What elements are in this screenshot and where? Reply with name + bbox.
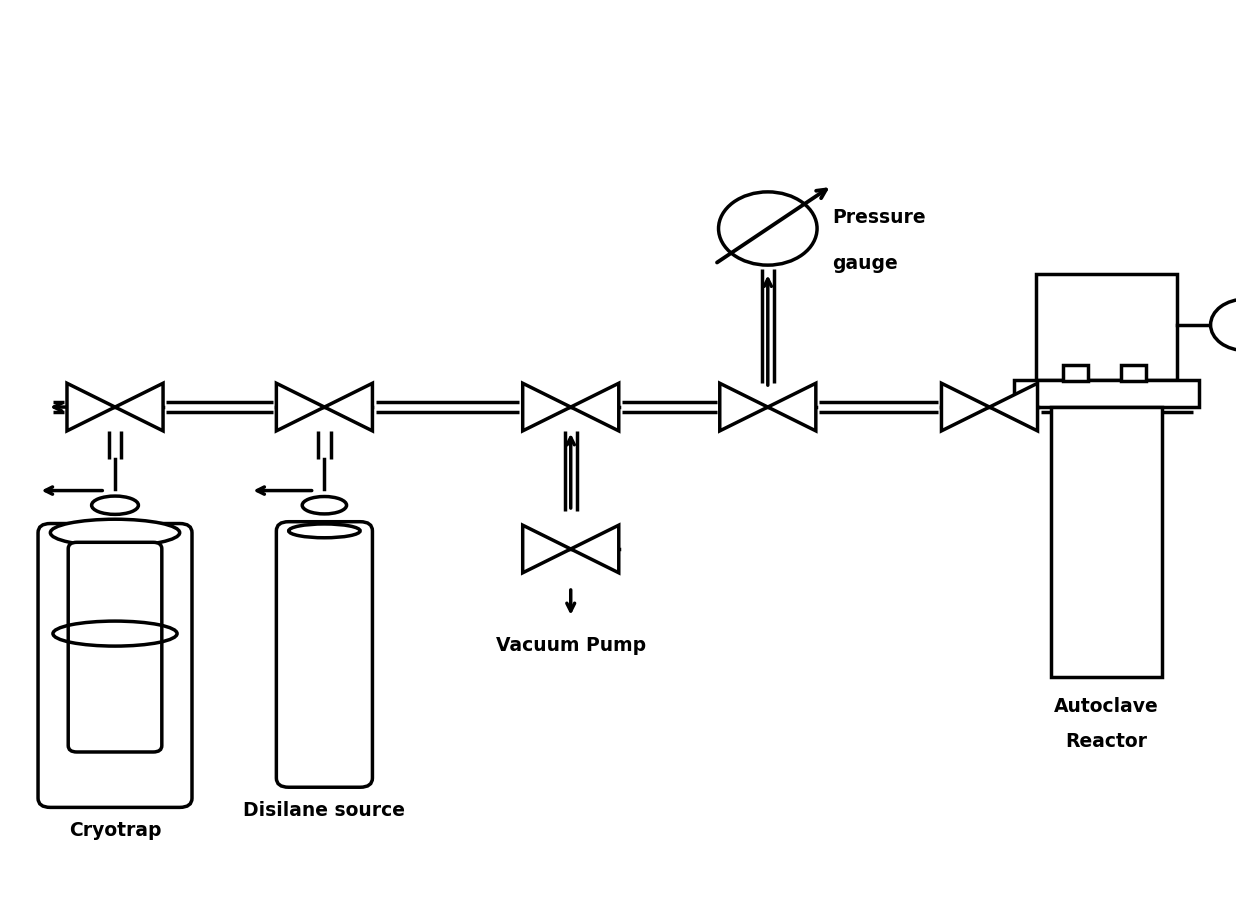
- Polygon shape: [325, 383, 372, 431]
- Text: Autoclave: Autoclave: [1054, 698, 1159, 716]
- Polygon shape: [570, 383, 619, 431]
- Ellipse shape: [51, 519, 180, 546]
- Circle shape: [1210, 299, 1240, 350]
- Bar: [1052, 407, 1162, 677]
- FancyBboxPatch shape: [68, 542, 161, 752]
- Polygon shape: [277, 383, 325, 431]
- Polygon shape: [67, 383, 115, 431]
- Text: Reactor: Reactor: [1065, 732, 1147, 751]
- Polygon shape: [523, 383, 570, 431]
- Polygon shape: [768, 383, 816, 431]
- Text: Vacuum Pump: Vacuum Pump: [496, 636, 646, 655]
- Ellipse shape: [289, 524, 360, 538]
- Text: Pressure: Pressure: [832, 208, 925, 227]
- Text: Disilane source: Disilane source: [243, 801, 405, 820]
- Ellipse shape: [92, 496, 139, 515]
- Polygon shape: [523, 525, 570, 573]
- Polygon shape: [570, 525, 619, 573]
- Polygon shape: [990, 383, 1038, 431]
- Polygon shape: [719, 383, 768, 431]
- Bar: [1014, 380, 1199, 407]
- Ellipse shape: [303, 496, 346, 514]
- Bar: [1064, 365, 1087, 382]
- FancyBboxPatch shape: [277, 522, 372, 787]
- FancyBboxPatch shape: [38, 524, 192, 808]
- Bar: [1121, 365, 1146, 382]
- Polygon shape: [941, 383, 990, 431]
- Bar: [1035, 274, 1177, 380]
- Circle shape: [718, 192, 817, 265]
- Polygon shape: [115, 383, 162, 431]
- Text: gauge: gauge: [832, 254, 898, 273]
- Text: Cryotrap: Cryotrap: [68, 821, 161, 840]
